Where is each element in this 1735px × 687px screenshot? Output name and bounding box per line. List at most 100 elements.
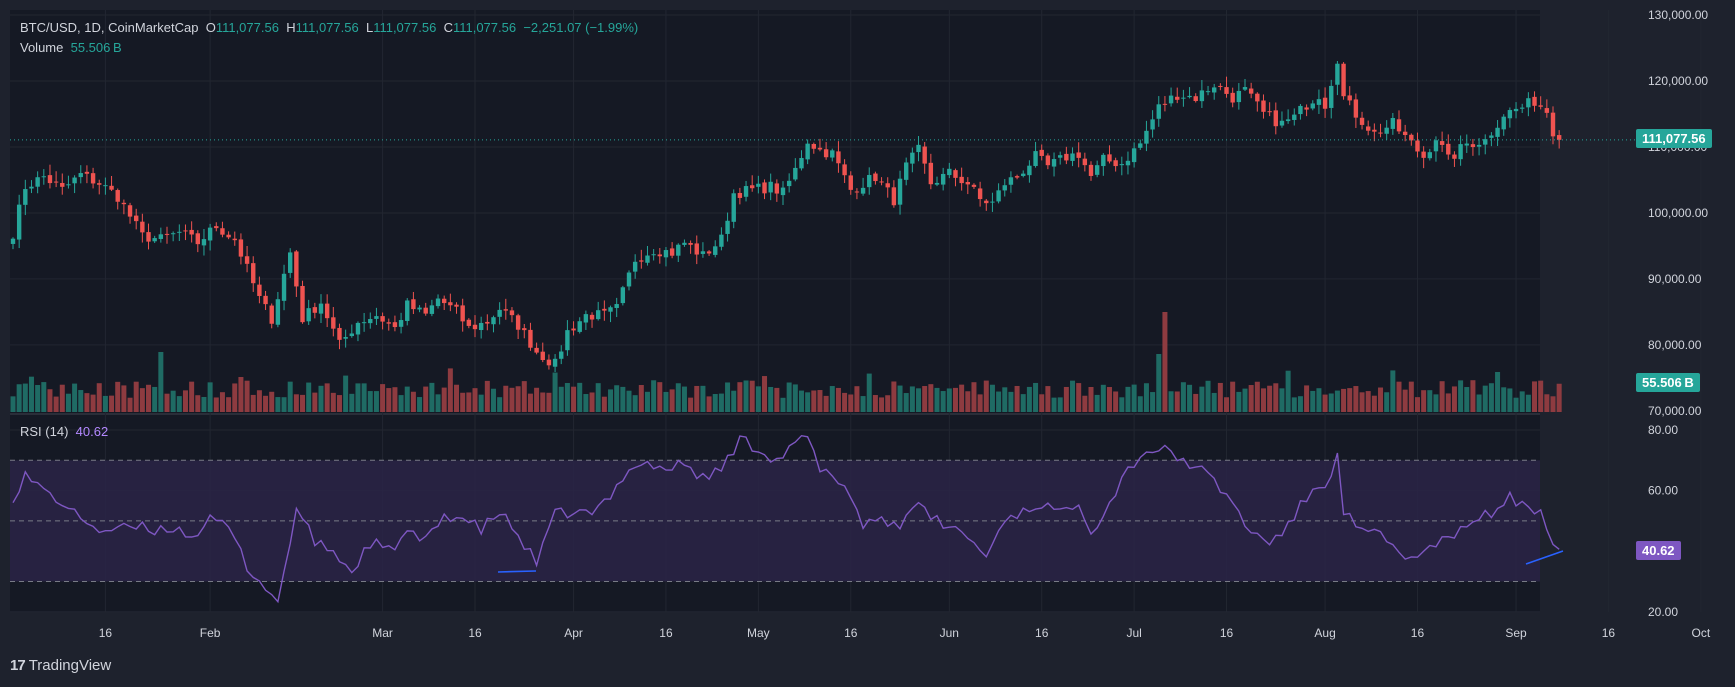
candle-body [1433,140,1439,152]
volume-bar [965,391,971,412]
volume-bar [1495,371,1501,412]
volume-bar [293,394,299,412]
tradingview-brand[interactable]: 17 TradingView [10,657,111,674]
date-tick-label: Oct [1692,626,1711,640]
date-tick-label: Feb [200,626,221,640]
volume-bar [447,368,453,412]
volume-bar [527,393,533,412]
volume-bar [854,386,860,412]
candle-body [1082,158,1088,166]
candle-body [423,307,428,314]
volume-bar [1236,391,1242,412]
volume-bar [170,390,176,412]
candle-body [583,314,589,323]
candle-body [632,261,638,272]
candle-body [762,182,767,194]
candle-body [1051,159,1057,167]
candle-body [1008,177,1014,185]
volume-bar [552,372,558,412]
volume-bar [946,388,952,412]
candle-body [109,185,114,190]
volume-bar [349,393,355,412]
volume-bar [891,381,897,412]
volume-bar [1131,384,1137,412]
volume-bar [601,396,607,412]
candle-body [1353,99,1359,118]
volume-bar [22,383,28,412]
volume-bar [244,380,250,412]
volume-bar [355,383,361,412]
date-tick-label: Jun [940,626,959,640]
candle-body [1409,134,1414,141]
candle-body [959,176,964,184]
volume-bar [1285,370,1291,412]
volume-bar [928,384,934,412]
volume-bar [281,397,287,412]
candle-body [1402,131,1408,135]
candle-body [460,305,465,322]
candle-body [1347,95,1352,101]
volume-bar [1347,388,1353,412]
candle-body [1205,91,1211,93]
candle-body [756,183,761,187]
candle-body [503,309,508,311]
volume-bar [977,394,983,412]
candle-body [454,304,459,307]
candle-body [275,299,281,325]
candle-body [700,251,706,254]
candle-body [811,144,816,149]
volume-bar [78,390,84,412]
volume-bar [817,390,823,412]
candle-body [331,317,336,329]
candle-body [195,233,200,245]
candle-body [657,254,662,257]
candles [10,60,1562,373]
date-tick-label: 16 [1602,626,1616,640]
candle-body [1039,149,1044,156]
candle-body [676,244,681,256]
brand-name: TradingView [28,657,112,674]
volume-label[interactable]: Volume [20,40,64,55]
volume-bar [373,391,379,412]
volume-bar [1267,385,1273,412]
volume-bar [903,393,909,412]
candle-body [823,149,829,158]
volume-bar [829,386,835,412]
volume-bar [1396,381,1402,412]
candle-body [928,162,934,185]
volume-bar [983,380,989,412]
rsi-tick-label: 80.00 [1648,423,1678,437]
volume-bar [1402,389,1408,412]
volume-bar [515,386,521,412]
volume-bar [1113,391,1119,412]
candle-body [134,215,139,222]
symbol-label[interactable]: BTC/USD, 1D, CoinMarketCap [20,20,199,35]
x-axis-labels: 16 Feb Mar 16 Apr 16 May 16 Jun 16 Jul 16 Aug 16 Sep 16… [99,626,1711,640]
volume-bar [1316,388,1322,412]
candle-body [1070,153,1075,161]
candle-body [848,175,853,190]
volume-bar [35,385,41,412]
candle-body [1285,119,1291,122]
rsi-label[interactable]: RSI (14) [20,424,69,439]
candle-body [337,327,342,340]
volume-bar [1439,381,1445,412]
drawing-trendline-2 [1525,550,1564,565]
volume-bar [41,382,47,412]
candle-body [953,170,958,178]
candle-body [1261,100,1266,112]
candle-body [1230,92,1235,103]
candle-body [1119,164,1124,166]
candle-body [1033,151,1038,166]
candle-body [1520,107,1525,109]
candle-body [411,299,416,310]
volume-bar [1291,397,1297,412]
candle-body [891,187,897,206]
candle-body [16,204,22,240]
volume-bar [1390,370,1396,412]
candle-body [1224,87,1229,94]
candle-body [910,152,915,164]
volume-bar [681,386,687,412]
candle-body [645,255,650,263]
